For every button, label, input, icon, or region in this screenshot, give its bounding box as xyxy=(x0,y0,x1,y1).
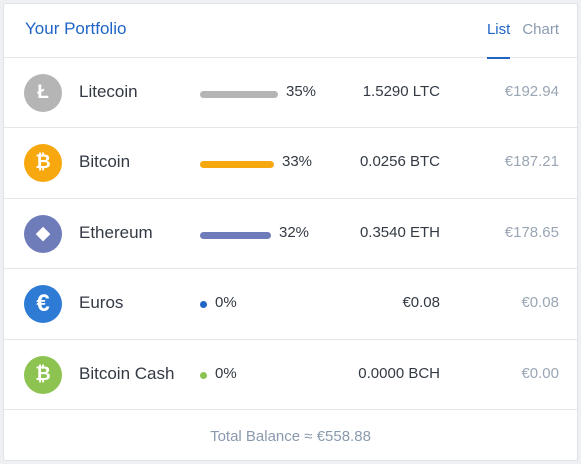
portfolio-header: Your Portfolio List Chart xyxy=(4,4,577,59)
bitcoin-cash-icon: ₿ xyxy=(24,355,62,394)
asset-name: Bitcoin Cash xyxy=(79,363,175,383)
euro-icon: € xyxy=(24,285,62,324)
asset-amount: 0.3540 ETH xyxy=(359,223,440,241)
asset-name: Euros xyxy=(79,293,124,313)
portfolio-title: Your Portfolio xyxy=(25,19,127,38)
asset-fiat-value: €0.00 xyxy=(521,364,559,382)
asset-fiat-value: €0.08 xyxy=(521,294,559,312)
asset-list: Ł Litecoin 35% 1.5290 LTC €192.94 ₿ Bitc… xyxy=(4,58,577,410)
portfolio-card: Your Portfolio List Chart Ł Litecoin 35%… xyxy=(3,3,578,461)
share-dot xyxy=(200,301,207,309)
asset-percent: 0% xyxy=(215,294,237,312)
asset-percent: 35% xyxy=(286,83,317,100)
asset-row-euros[interactable]: € Euros 0% €0.08 €0.08 xyxy=(4,269,577,340)
asset-row-bitcoin[interactable]: ₿ Bitcoin 33% 0.0256 BTC €187.21 xyxy=(4,128,577,199)
share-bar xyxy=(200,231,271,239)
asset-amount: 1.5290 LTC xyxy=(362,83,440,100)
asset-amount: 0.0256 BTC xyxy=(359,153,440,171)
litecoin-icon: Ł xyxy=(24,74,62,112)
asset-fiat-value: €178.65 xyxy=(504,223,559,241)
asset-fiat-value: €187.21 xyxy=(504,153,559,171)
total-balance: Total Balance ≈ €558.88 xyxy=(210,427,371,445)
asset-percent: 0% xyxy=(215,364,237,382)
view-tabs: List Chart xyxy=(475,4,559,59)
asset-row-ethereum[interactable]: ◆ Ethereum 32% 0.3540 ETH €178.65 xyxy=(4,199,577,270)
bitcoin-icon: ₿ xyxy=(24,144,62,183)
asset-name: Ethereum xyxy=(79,222,153,242)
asset-percent: 32% xyxy=(279,223,310,241)
asset-name: Litecoin xyxy=(79,82,138,101)
asset-amount: €0.08 xyxy=(402,294,440,312)
asset-percent: 33% xyxy=(282,153,313,171)
tab-list[interactable]: List xyxy=(486,4,511,59)
asset-fiat-value: €192.94 xyxy=(504,83,559,100)
share-bar xyxy=(200,161,274,169)
ethereum-icon: ◆ xyxy=(24,214,62,253)
asset-name: Bitcoin xyxy=(79,152,131,172)
share-bar xyxy=(200,91,278,98)
asset-amount: 0.0000 BCH xyxy=(358,364,440,382)
share-dot xyxy=(200,371,207,379)
asset-row-bitcoin-cash[interactable]: ₿ Bitcoin Cash 0% 0.0000 BCH €0.00 xyxy=(4,340,577,410)
asset-row-litecoin[interactable]: Ł Litecoin 35% 1.5290 LTC €192.94 xyxy=(4,58,577,129)
tab-chart[interactable]: Chart xyxy=(522,21,559,38)
